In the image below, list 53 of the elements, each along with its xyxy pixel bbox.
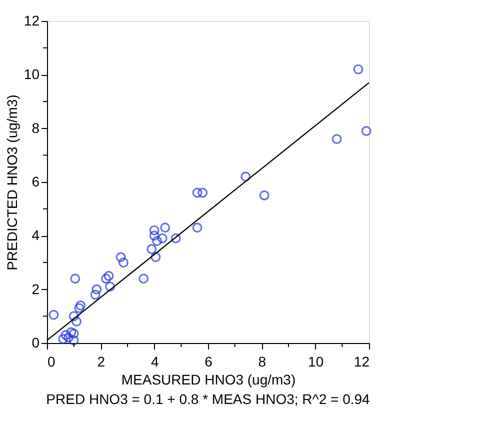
point [68,335,79,346]
point [76,300,86,310]
x-tick-label: 2 [97,354,106,370]
x-tick-label: 4 [150,354,159,370]
x-tick-label: 6 [204,354,213,370]
y-tick-label: 2 [32,280,40,297]
point [149,230,160,241]
point [70,274,80,284]
point [149,225,160,236]
point [259,190,270,200]
point [48,310,59,320]
y-axis-title: PREDICTED HNO3 (ug/m3) [4,94,20,270]
point [160,222,170,233]
y-tick-label: 4 [32,227,40,244]
point [68,328,79,339]
point [240,172,251,182]
y-tick-label: 0 [32,334,40,350]
point [118,258,128,268]
point [105,282,116,292]
y-tick-label: 8 [32,120,40,136]
y-tick-label: 10 [24,66,40,82]
point [72,316,82,327]
point [361,126,372,136]
point [170,233,181,244]
point [157,233,168,244]
x-tick-label: 0 [48,354,56,370]
point [90,290,100,300]
point [192,222,202,233]
point [58,334,68,344]
point [104,270,114,281]
x-tick-label: 10 [308,354,324,370]
y-tick-label: 12 [24,12,40,28]
y-tick-label: 6 [32,174,40,190]
x-axis-title: MEASURED HNO3 (ug/m3) [121,372,296,388]
point [74,303,84,314]
x-tick-label: 8 [258,354,266,370]
point [68,311,79,322]
point [116,252,126,262]
point [138,274,149,284]
point [66,327,76,338]
point [150,252,161,262]
point [353,64,364,74]
point [192,188,202,198]
point [152,236,162,246]
point [63,332,74,343]
point [146,244,157,254]
point [198,188,208,198]
text: PRED HNO3 = 0.1 + 0.8 * MEAS HNO3; R^2 = 0.94 [46,391,370,407]
point [101,274,112,284]
point [332,134,342,144]
point [60,330,71,340]
x-tick-label: 12 [354,354,370,370]
point [92,284,102,294]
